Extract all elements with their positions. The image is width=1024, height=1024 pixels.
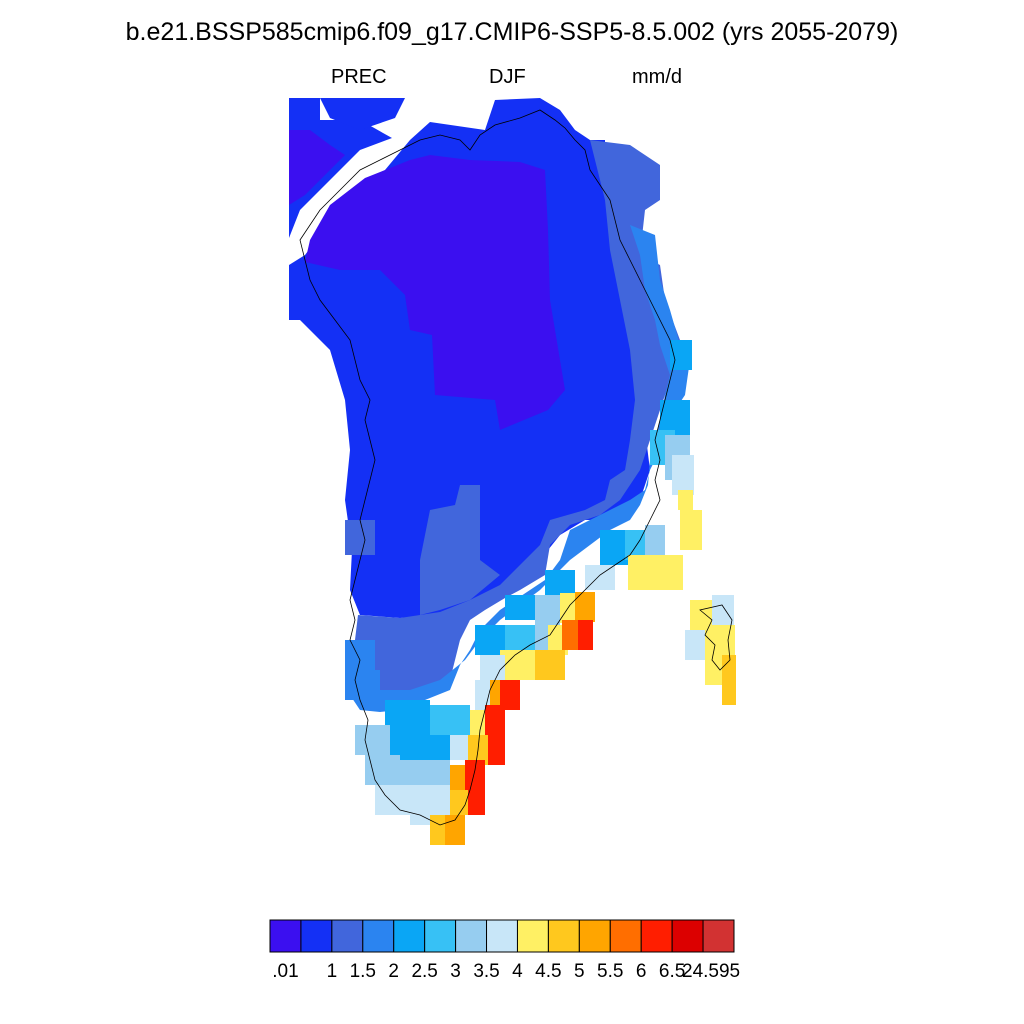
map-cell-sky-2 bbox=[645, 525, 665, 560]
map-cell-gold-1 bbox=[575, 592, 595, 622]
coastline bbox=[299, 109, 733, 826]
map-cell-sky-6 bbox=[480, 655, 505, 680]
map-cell-cyan-1 bbox=[670, 340, 692, 370]
season-label: DJF bbox=[489, 66, 526, 88]
map-cell-red-2 bbox=[500, 680, 520, 710]
colorbar-tick-label: 2.5 bbox=[411, 961, 438, 982]
colorbar-swatch bbox=[362, 919, 395, 953]
units-label: mm/d bbox=[632, 66, 682, 88]
map-region-east-band-1 bbox=[345, 140, 685, 705]
map-cell-cyan-10 bbox=[385, 700, 430, 735]
map-cell-sky-4 bbox=[535, 595, 560, 625]
colorbar-tick-label: 2 bbox=[388, 961, 400, 982]
colorbar-swatch bbox=[300, 919, 333, 953]
colorbar-tick-label: 3.5 bbox=[473, 961, 500, 982]
colorbar-swatch bbox=[578, 919, 611, 953]
map-cell-sky-9 bbox=[450, 735, 470, 760]
colorbar-swatch bbox=[547, 919, 580, 953]
map-region-nw-purple bbox=[289, 130, 345, 205]
map-cell-west-blue-1 bbox=[345, 520, 375, 555]
colorbar-swatch bbox=[516, 919, 549, 953]
map-cell-red-1 bbox=[578, 620, 593, 650]
colorbar-tick-label: 5 bbox=[574, 961, 585, 982]
map-cell-iceland-2 bbox=[712, 595, 734, 625]
map-cell-cyan-2 bbox=[660, 400, 690, 435]
colorbar-tick-label: 1.5 bbox=[349, 961, 377, 982]
map-cell-sky-3 bbox=[585, 565, 615, 590]
colorbar-swatch bbox=[331, 919, 364, 953]
colorbar-swatch bbox=[269, 919, 302, 953]
colorbar-swatch bbox=[393, 919, 426, 953]
map-cell-gold-2 bbox=[535, 650, 565, 680]
map-cell-red-3 bbox=[485, 705, 505, 765]
map-cell-gold-4 bbox=[450, 790, 468, 815]
map-cell-cyan-11 bbox=[430, 705, 470, 735]
map-cell-yellow-2 bbox=[680, 510, 702, 550]
map-region-south-tongue bbox=[420, 485, 500, 615]
map-cell-sky-10 bbox=[365, 755, 400, 785]
map-cell-yellow-3 bbox=[628, 555, 683, 590]
map-region-interior-purple bbox=[305, 155, 565, 430]
colorbar-swatch bbox=[424, 919, 457, 953]
colorbar-swatch bbox=[486, 919, 518, 953]
plot-title: b.e21.BSSP585cmip6.f09_g17.CMIP6-SSP5-8.… bbox=[125, 18, 899, 46]
colorbar-swatch bbox=[455, 919, 488, 953]
colorbar-tick-label: 4 bbox=[512, 961, 523, 982]
map-cell-sky-5 bbox=[535, 625, 550, 650]
colorbar-tick-label: 5.5 bbox=[597, 961, 624, 982]
colorbar-swatch bbox=[609, 919, 642, 953]
map-cell-west-blue-3 bbox=[345, 670, 380, 700]
map-region-nw-blue bbox=[289, 98, 392, 238]
map-region-east-lightblue bbox=[350, 225, 690, 712]
colorbar-swatch bbox=[702, 919, 735, 953]
map-cell-cyan-6 bbox=[545, 570, 575, 595]
colorbar-tick-label: 1 bbox=[326, 961, 338, 982]
variable-label: PREC bbox=[331, 66, 387, 88]
map-cell-sky-8 bbox=[355, 725, 390, 755]
map-cell-yellow-6 bbox=[500, 650, 535, 680]
map-cells bbox=[289, 98, 736, 845]
map-region-nw-blue-top bbox=[320, 98, 405, 130]
colorbar-swatch bbox=[640, 919, 673, 953]
colorbar-tick-label: 6.5 bbox=[658, 961, 686, 982]
map-cell-yellow-1 bbox=[678, 490, 693, 510]
map-cell-red-4 bbox=[465, 760, 485, 815]
colorbar-tick-label: 4.5 bbox=[535, 961, 562, 982]
colorbar-tick-label: 24.595 bbox=[682, 961, 741, 982]
colorbar-tick-label: 6 bbox=[635, 961, 647, 982]
map-cell-iceland-6 bbox=[722, 655, 736, 705]
colorbar-swatch bbox=[671, 919, 704, 953]
colorbar-tick-label: .01 bbox=[272, 961, 299, 982]
map-cell-orange-1 bbox=[562, 620, 580, 650]
map-cell-orange-4 bbox=[445, 815, 465, 845]
colorbar-tick-label: 3 bbox=[450, 961, 461, 982]
map-cell-pale-1 bbox=[672, 455, 694, 495]
